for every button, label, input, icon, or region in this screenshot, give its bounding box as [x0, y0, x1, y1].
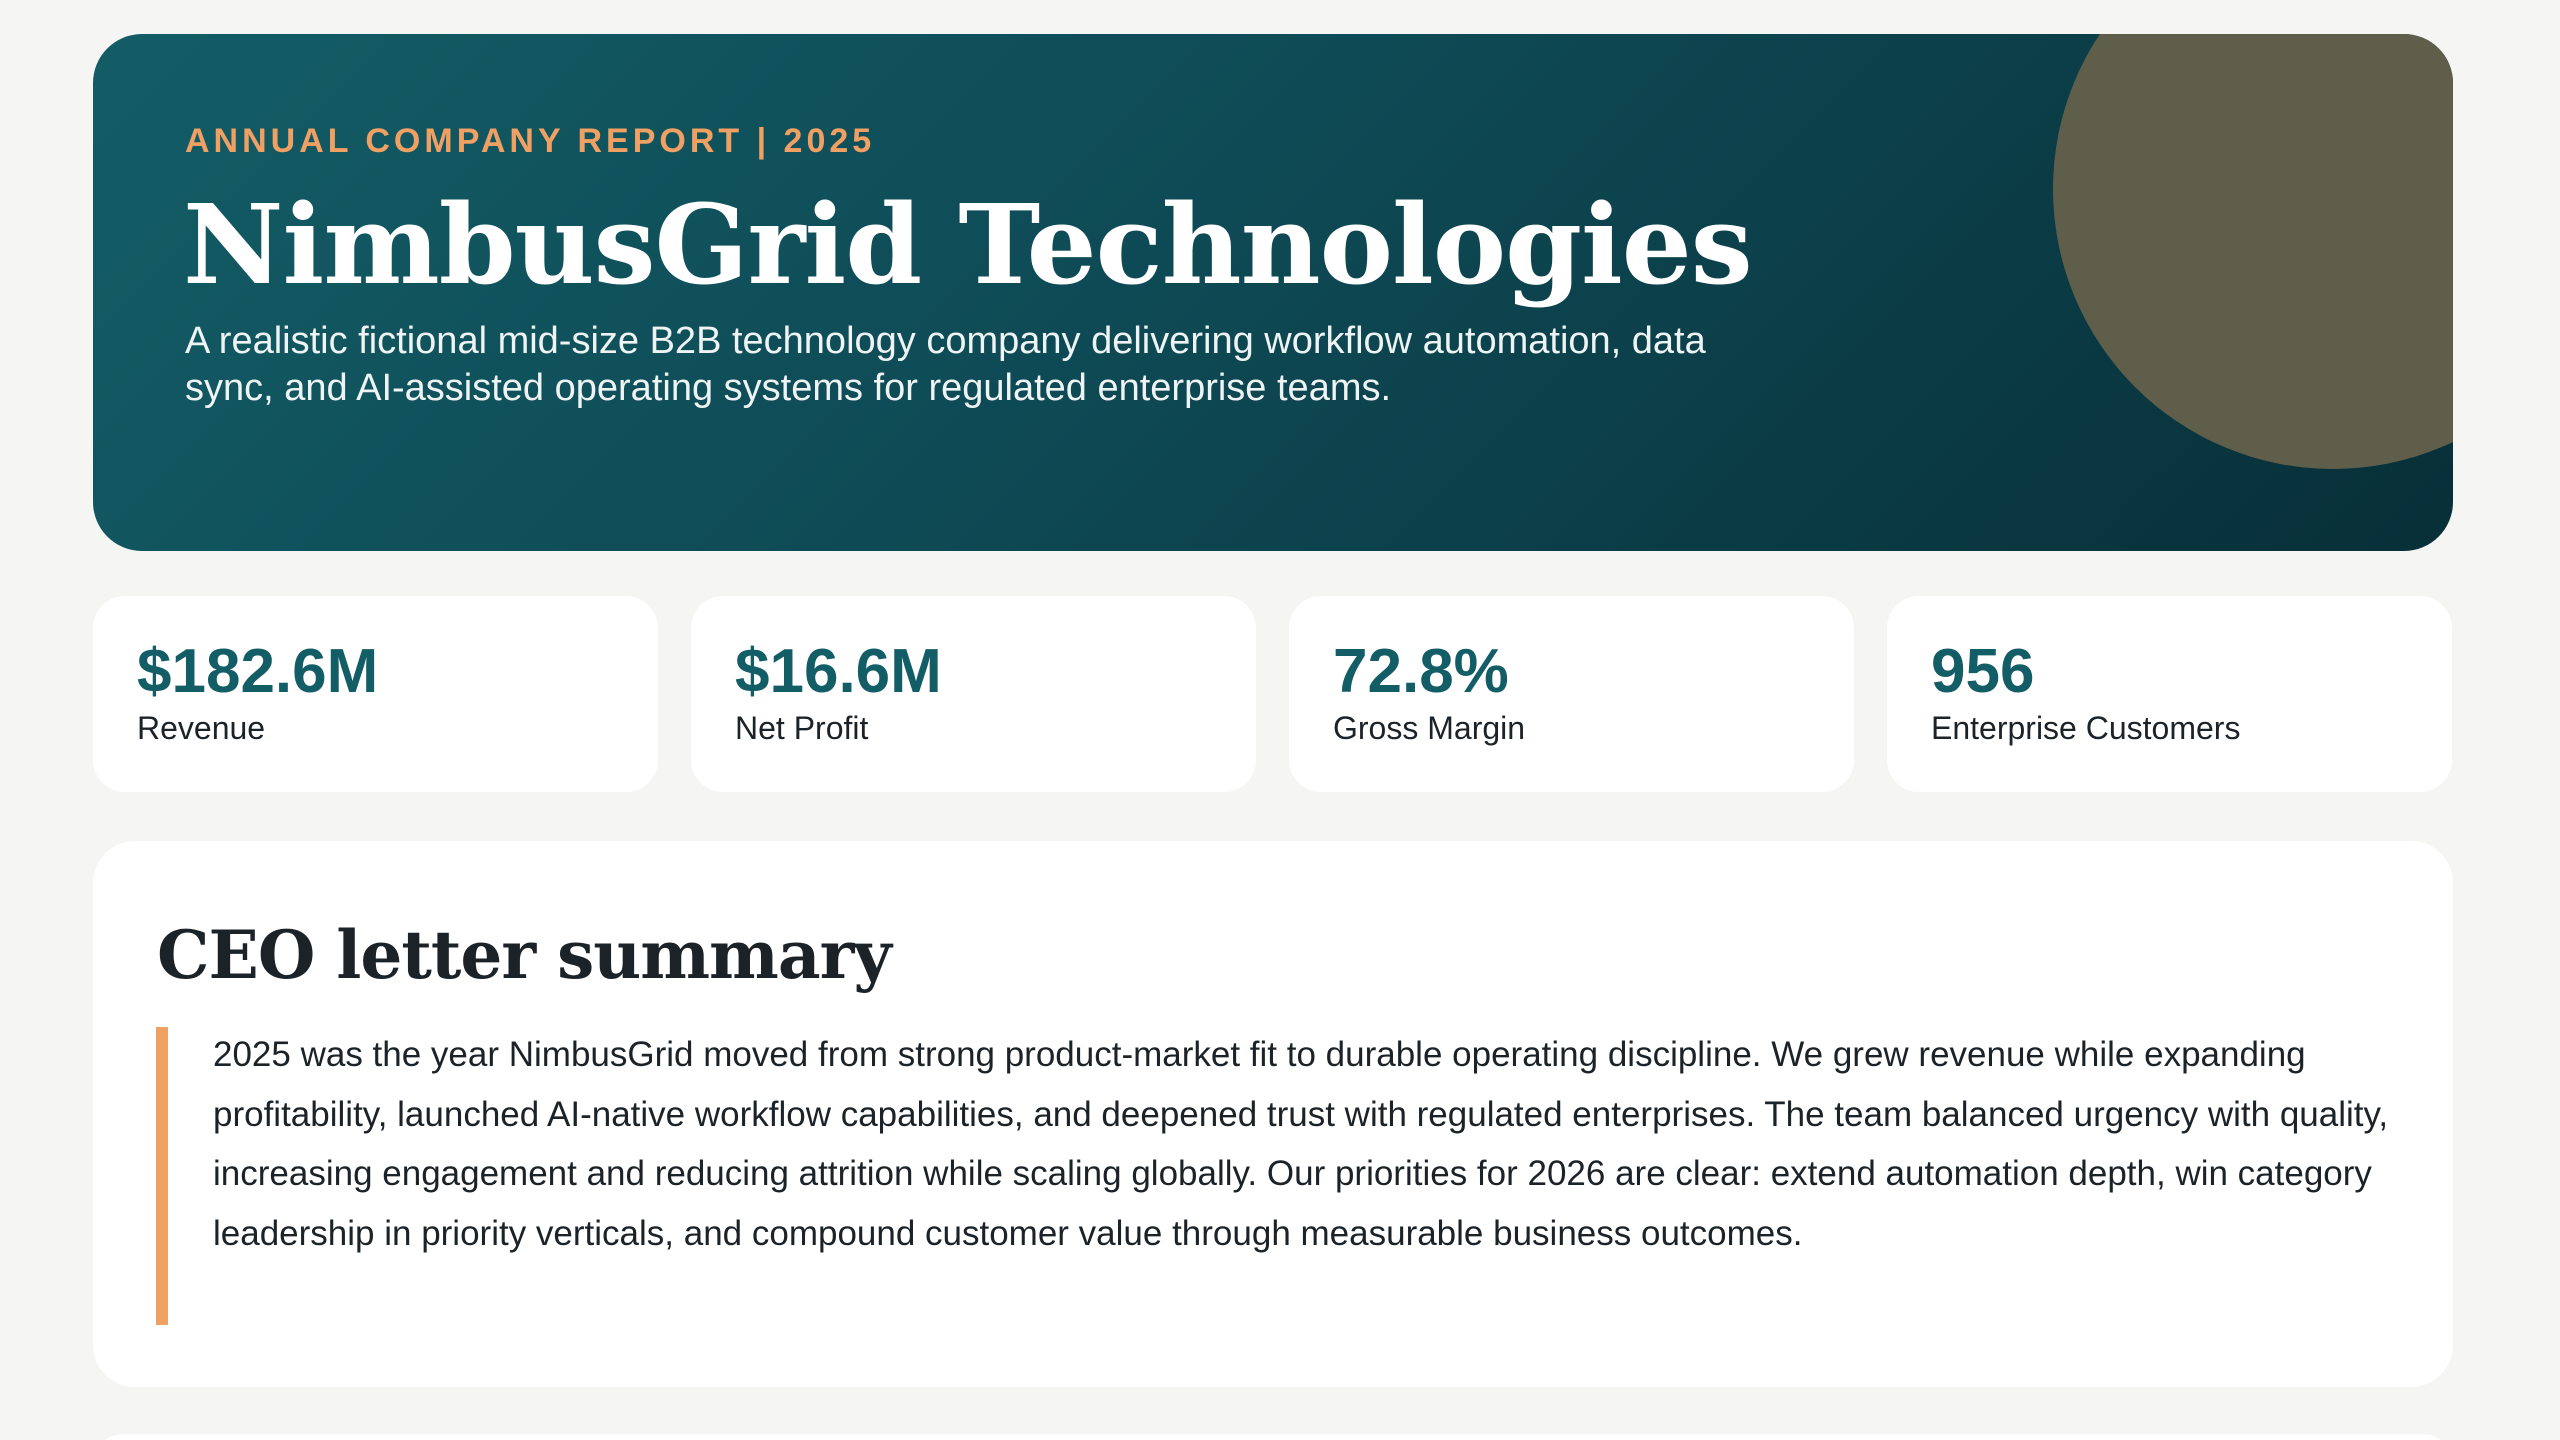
stat-label: Net Profit: [735, 710, 869, 746]
hero-banner: ANNUAL COMPANY REPORT | 2025 NimbusGrid …: [93, 34, 2453, 551]
decorative-circle: [2053, 34, 2453, 469]
ceo-letter-card: CEO letter summary 2025 was the year Nim…: [93, 841, 2453, 1387]
next-section-card: [93, 1434, 2453, 1440]
stat-label: Enterprise Customers: [1931, 710, 2241, 746]
stat-label: Revenue: [137, 710, 266, 746]
report-eyebrow: ANNUAL COMPANY REPORT | 2025: [185, 122, 876, 160]
stat-card-enterprise-customers: 956 Enterprise Customers: [1887, 596, 2452, 792]
stat-value: 956: [1931, 637, 2035, 706]
stat-card-net-profit: $16.6M Net Profit: [691, 596, 1256, 792]
stat-value: $182.6M: [137, 637, 379, 706]
stat-value: 72.8%: [1333, 637, 1509, 706]
stat-card-revenue: $182.6M Revenue: [93, 596, 658, 792]
ceo-letter-title: CEO letter summary: [157, 916, 892, 994]
stat-label: Gross Margin: [1333, 710, 1526, 746]
stat-card-gross-margin: 72.8% Gross Margin: [1289, 596, 1854, 792]
company-title: NimbusGrid Technologies: [183, 180, 1753, 309]
quote-accent-bar: [156, 1027, 168, 1325]
company-description: A realistic fictional mid-size B2B techn…: [185, 320, 1706, 409]
stat-value: $16.6M: [735, 637, 942, 706]
ceo-letter-text: 2025 was the year NimbusGrid moved from …: [213, 1035, 2389, 1253]
